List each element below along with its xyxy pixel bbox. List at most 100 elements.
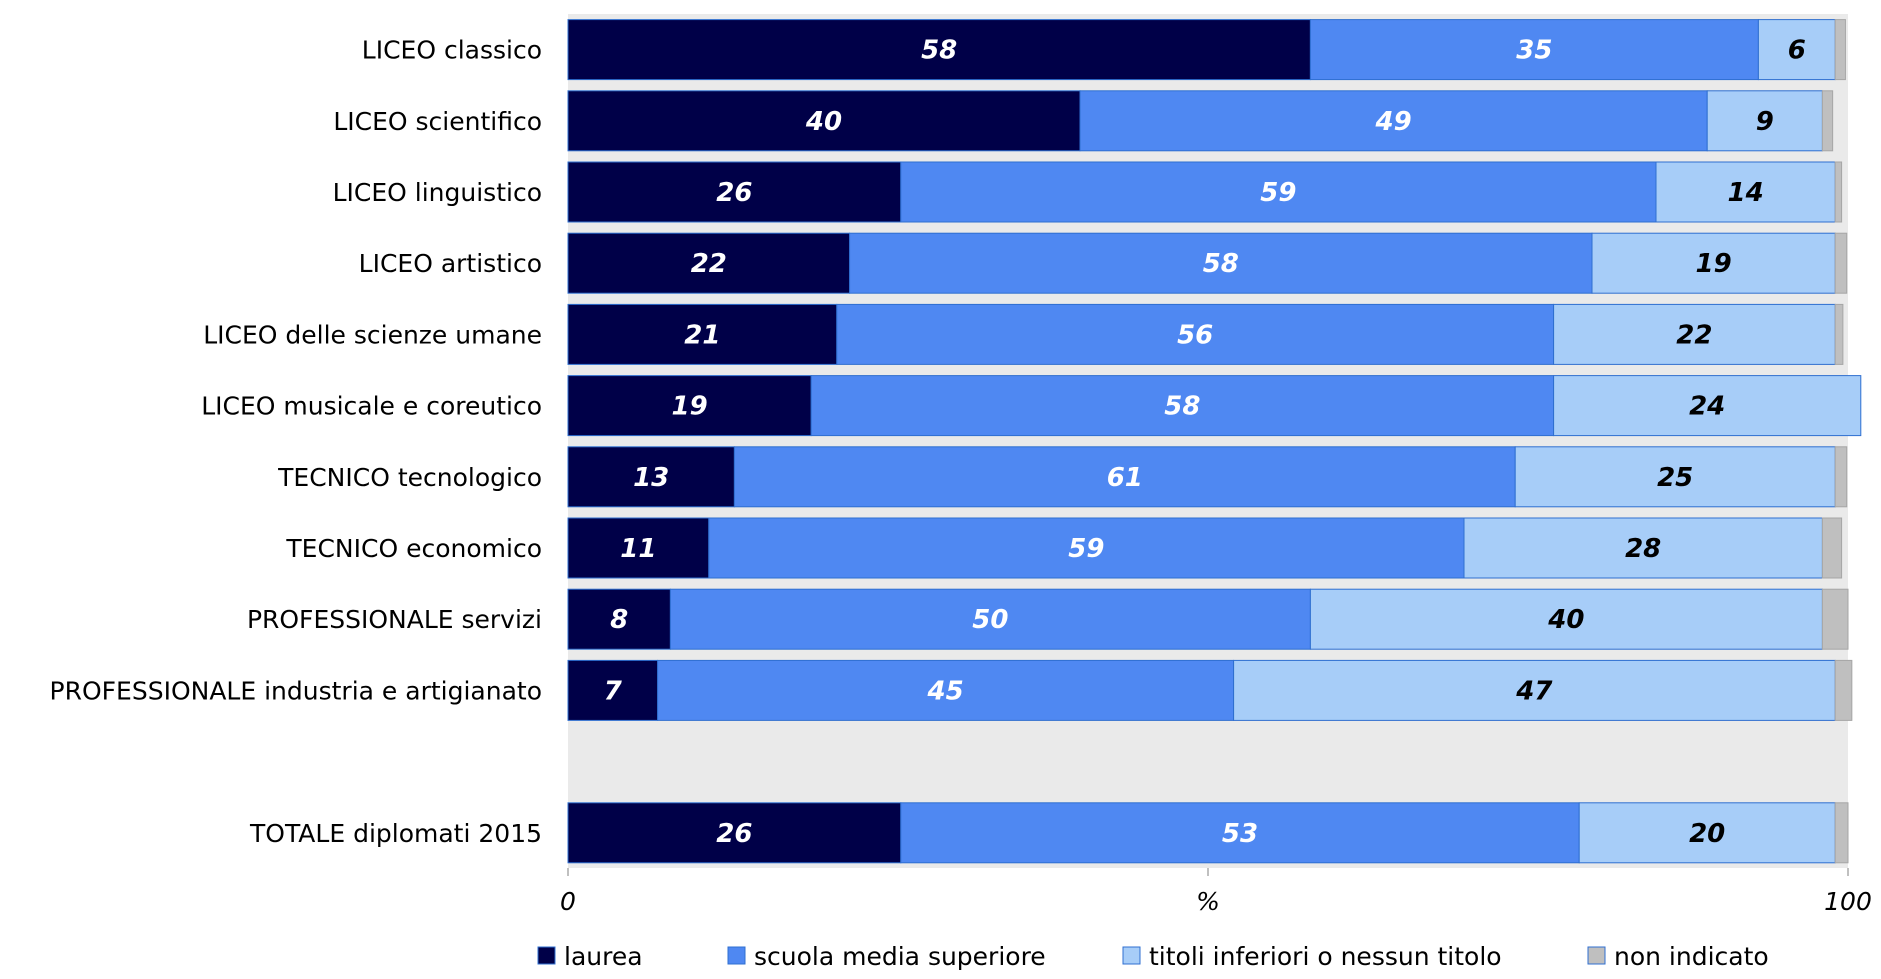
data-label: 61 [1107,463,1143,493]
data-label: 58 [1164,392,1200,422]
category-label: PROFESSIONALE servizi [247,605,542,634]
category-label: LICEO scientifico [333,107,542,136]
data-label: 40 [1547,605,1584,635]
bar-segment [1834,802,1849,864]
bar-segment [567,303,838,365]
data-label: 53 [1222,819,1258,849]
data-label: 19 [1696,249,1732,279]
bar-segment [1079,90,1708,152]
data-label: 22 [691,249,727,279]
bar-segment [1463,517,1823,579]
legend: laurea scuola media superiore titoli infer… [537,942,1769,971]
data-label: 9 [1756,107,1774,137]
bar-segment [567,802,902,864]
data-label: 45 [927,676,964,706]
legend-label: laurea [564,942,643,971]
data-label: 21 [684,320,720,350]
data-label: 40 [805,107,842,137]
data-label: 58 [921,36,957,66]
data-label: 59 [1260,178,1296,208]
bar-segment [900,161,1657,223]
bar-segment [1834,19,1846,81]
bar-segment [1591,232,1836,294]
data-label: 6 [1788,36,1806,66]
bar-segment [900,802,1580,864]
bar-segment [1834,161,1843,223]
data-label: 49 [1375,107,1412,137]
legend-label: scuola media superiore [754,942,1046,971]
bar-segment [669,588,1311,650]
bar-segment [810,375,1555,437]
bar-segment [1834,659,1853,721]
legend-swatch [727,946,746,965]
x-tick-label: 100 [1824,887,1872,916]
data-label: 59 [1068,534,1104,564]
bar-segment [567,375,812,437]
bar-segment [567,517,710,579]
category-label: TECNICO economico [285,534,542,563]
bar-segment [708,517,1465,579]
category-label: LICEO musicale e coreutico [201,392,542,421]
data-label: 26 [716,178,752,208]
data-label: 24 [1689,392,1725,422]
bar-segment [1233,659,1836,721]
category-label: TECNICO tecnologico [277,463,542,492]
legend-swatch [1587,946,1606,965]
bar-segment [1309,588,1823,650]
bar-segment [567,588,671,650]
bar-segment [567,232,851,294]
bar-segment [1834,446,1848,508]
x-tick-label: % [1196,887,1220,916]
bars-group: 58 35 6 40 49 9 26 59 14 22 58 19 21 56 22 19 58 24 13 61 25… [567,19,1862,864]
data-label: 20 [1689,819,1725,849]
category-label: LICEO artistico [359,249,542,278]
data-label: 26 [716,819,752,849]
bar-segment [1821,90,1834,152]
data-label: 7 [604,676,623,706]
x-tick-label: 0 [560,887,576,916]
data-label: 8 [610,605,628,635]
bar-segment [733,446,1516,508]
data-label: 28 [1625,534,1661,564]
category-labels: LICEO classico LICEO scientifico LICEO lin… [50,36,542,848]
legend-label: non indicato [1614,942,1769,971]
category-label: PROFESSIONALE industria e artigianato [50,676,542,705]
bar-segment [1655,161,1836,223]
bar-segment [1821,517,1843,579]
bar-segment [1834,303,1844,365]
data-label: 50 [972,605,1008,635]
bar-segment [567,19,1311,81]
bar-segment [567,659,659,721]
bar-segment [1821,588,1849,650]
legend-swatch [1122,946,1141,965]
category-label: TOTALE diplomati 2015 [249,819,542,848]
bar-segment [1834,232,1848,294]
data-label: 13 [633,463,669,493]
data-label: 35 [1516,36,1552,66]
data-label: 47 [1515,676,1553,706]
bar-segment [657,659,1235,721]
bar-segment [1706,90,1823,152]
bar-segment [1514,446,1836,508]
data-label: 11 [620,534,656,564]
category-label: LICEO classico [362,36,542,65]
category-label: LICEO delle scienze umane [203,320,542,349]
data-label: 22 [1676,320,1712,350]
x-axis-ticks: 0% 100 [560,868,1872,916]
data-label: 14 [1728,178,1764,208]
bar-segment [836,303,1555,365]
data-label: 56 [1177,320,1213,350]
bar-segment [849,232,1593,294]
category-label: LICEO linguistico [333,178,542,207]
plot-area [568,14,1848,868]
bar-segment [1757,19,1836,81]
bar-segment [567,161,902,223]
legend-label: titoli inferiori o nessun titolo [1149,942,1502,971]
data-label: 58 [1203,249,1239,279]
data-label: 19 [672,392,708,422]
legend-swatch [537,946,556,965]
data-label: 25 [1657,463,1693,493]
bar-segment [567,446,735,508]
bar-segment [1553,303,1836,365]
